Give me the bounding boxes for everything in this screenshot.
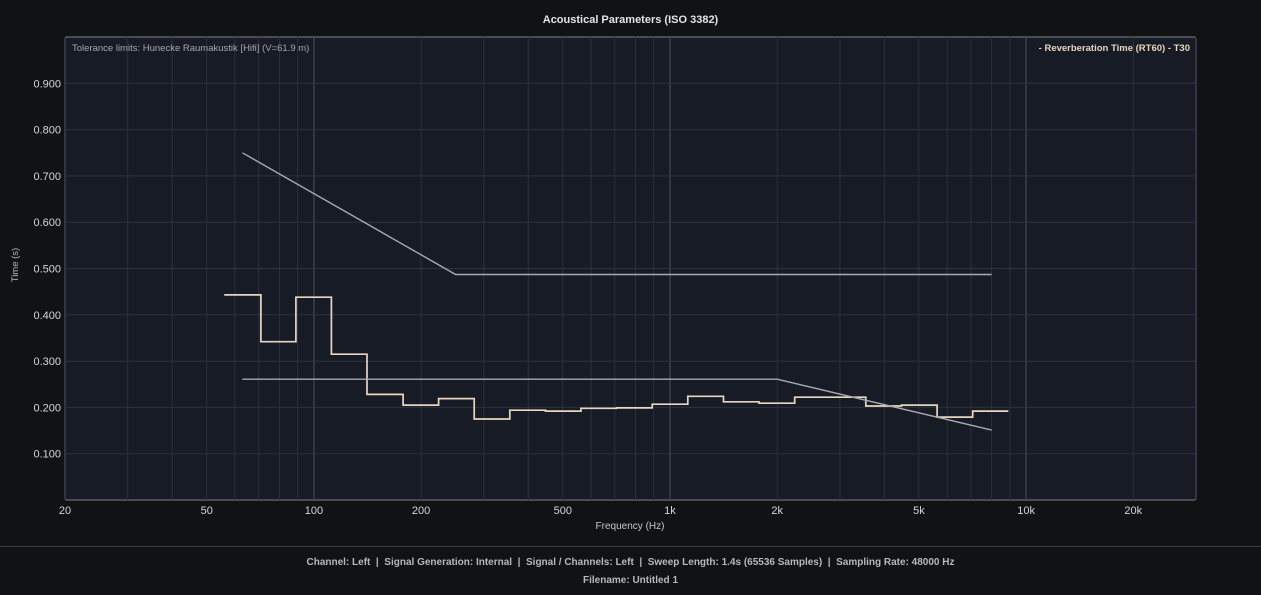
x-axis-label: Frequency (Hz) <box>596 521 665 532</box>
x-tick-label: 100 <box>305 505 323 517</box>
x-tick-label: 200 <box>412 505 430 517</box>
y-tick-label: 0.300 <box>33 356 61 368</box>
y-tick-label: 0.600 <box>33 217 61 229</box>
footer-measurement-info: Channel: Left | Signal Generation: Inter… <box>306 557 955 568</box>
x-tick-label: 50 <box>201 505 213 517</box>
y-tick-label: 0.700 <box>33 171 61 183</box>
y-axis-label: Time (s) <box>10 248 21 282</box>
footer-filename: Filename: Untitled 1 <box>582 575 678 586</box>
acoustic-chart: 20 50 100 200 500 1k 2k 5k 10k 20k 0.100 0.200 0.300… <box>10 36 1197 532</box>
series-lower-tolerance <box>242 378 992 431</box>
y-tick-label: 0.200 <box>33 402 61 414</box>
x-tick-label: 2k <box>771 505 783 517</box>
series-upper-tolerance <box>242 152 992 276</box>
y-tick-label: 0.400 <box>33 310 61 322</box>
series-reverberation-time-rt60-t30 <box>224 294 1009 420</box>
y-tick-label: 0.800 <box>33 125 61 137</box>
x-tick-label: 20 <box>59 505 71 517</box>
y-tick-label: 0.900 <box>33 78 61 90</box>
legend-rt60[interactable]: - Reverberation Time (RT60) - T30 <box>1039 43 1190 54</box>
annotation-text: Tolerance limits: Hunecke Raumakustik [H… <box>72 43 309 54</box>
x-tick-label: 20k <box>1124 505 1142 517</box>
x-tick-label: 5k <box>913 505 925 517</box>
chart-title: Acoustical Parameters (ISO 3382) <box>542 14 719 26</box>
y-tick-label: 0.500 <box>33 264 61 276</box>
x-tick-label: 500 <box>554 505 572 517</box>
x-tick-label: 10k <box>1017 505 1035 517</box>
footer-divider <box>0 546 1261 547</box>
y-tick-label: 0.100 <box>33 449 61 461</box>
x-tick-label: 1k <box>664 505 676 517</box>
